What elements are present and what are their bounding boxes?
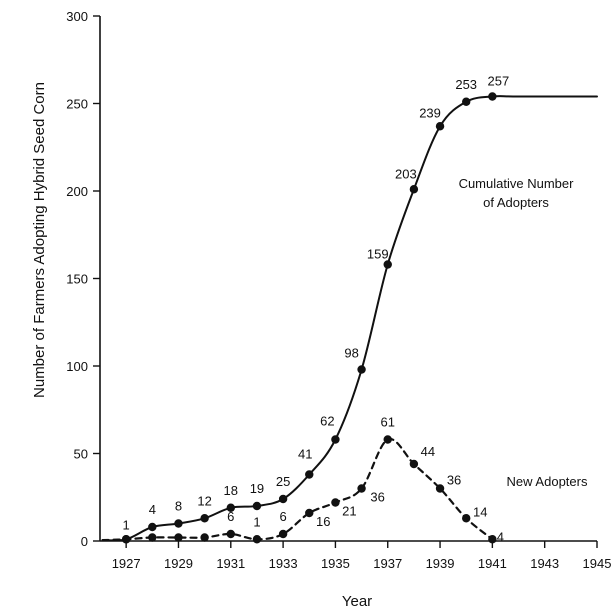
cumulative-label: 41 (298, 447, 312, 462)
new-adopters-point (357, 484, 365, 492)
cumulative-label: 1 (123, 517, 130, 532)
new-adopters-point (462, 514, 470, 522)
x-tick-label: 1931 (216, 556, 245, 571)
cumulative-point (384, 260, 392, 268)
cumulative-label: 18 (224, 483, 238, 498)
x-tick-label: 1933 (269, 556, 298, 571)
new-adopters-point (200, 533, 208, 541)
cumulative-label: 253 (455, 77, 477, 92)
cumulative-label: 62 (320, 414, 334, 429)
y-tick-label: 250 (66, 97, 88, 112)
y-tick-label: 0 (81, 534, 88, 549)
cumulative-point (462, 98, 470, 106)
cumulative-point (331, 435, 339, 443)
y-tick-label: 300 (66, 9, 88, 24)
cumulative-point (357, 365, 365, 373)
new-adopters-label: 14 (473, 504, 487, 519)
cumulative-label: 239 (419, 105, 441, 120)
new-adopters-label: 21 (342, 504, 356, 519)
x-tick-label: 1941 (478, 556, 507, 571)
x-tick-label: 1937 (373, 556, 402, 571)
new-adopters-point (488, 535, 496, 543)
cumulative-label: 8 (175, 499, 182, 514)
cumulative-point (200, 514, 208, 522)
cumulative-label: 19 (250, 481, 264, 496)
annotation-cumulative-line1: Cumulative Number (459, 176, 575, 191)
new-adopters-label: 16 (316, 514, 330, 529)
new-adopters-point (253, 535, 261, 543)
x-tick-label: 1927 (112, 556, 141, 571)
new-adopters-label: 6 (227, 509, 234, 524)
cumulative-label: 25 (276, 474, 290, 489)
new-adopters-point (227, 530, 235, 538)
annotation-cumulative-line2: of Adopters (483, 195, 549, 210)
new-adopters-label: 6 (279, 509, 286, 524)
y-tick-label: 150 (66, 272, 88, 287)
y-tick-label: 100 (66, 359, 88, 374)
cumulative-label: 12 (197, 493, 211, 508)
cumulative-label: 203 (395, 166, 417, 181)
new-adopters-label: 44 (421, 444, 435, 459)
cumulative-point (253, 502, 261, 510)
new-adopters-point (436, 484, 444, 492)
x-tick-label: 1929 (164, 556, 193, 571)
x-tick-label: 1935 (321, 556, 350, 571)
new-adopters-point (305, 509, 313, 517)
cumulative-point (174, 519, 182, 527)
cumulative-label: 159 (367, 247, 389, 262)
new-adopters-point (384, 435, 392, 443)
y-tick-label: 50 (74, 447, 88, 462)
new-adopters-point (331, 498, 339, 506)
new-adopters-point (279, 530, 287, 538)
new-adopters-label: 1 (253, 514, 260, 529)
new-adopters-point (410, 460, 418, 468)
x-tick-label: 1939 (426, 556, 455, 571)
cumulative-point (410, 185, 418, 193)
new-adopters-label: 61 (381, 415, 395, 430)
new-adopters-label: 36 (447, 473, 461, 488)
cumulative-label: 4 (149, 502, 156, 517)
data-points (122, 92, 497, 543)
cumulative-point (436, 122, 444, 130)
new-adopters-point (122, 535, 130, 543)
new-adopters-label: 4 (497, 529, 504, 544)
cumulative-point (488, 92, 496, 100)
cumulative-point (279, 495, 287, 503)
cumulative-label: 257 (488, 74, 510, 89)
new-adopters-label: 36 (370, 490, 384, 505)
new-adopters-point (174, 533, 182, 541)
cumulative-point (148, 523, 156, 531)
cumulative-point (305, 470, 313, 478)
y-axis-title: Number of Farmers Adopting Hybrid Seed C… (31, 82, 48, 398)
y-tick-label: 200 (66, 184, 88, 199)
annotation-new-adopters: New Adopters (507, 474, 588, 489)
x-tick-label: 1945 (583, 556, 612, 571)
x-tick-label: 1943 (530, 556, 559, 571)
new-adopters-point (148, 533, 156, 541)
cumulative-label: 98 (344, 346, 358, 361)
x-axis-title: Year (342, 593, 372, 610)
